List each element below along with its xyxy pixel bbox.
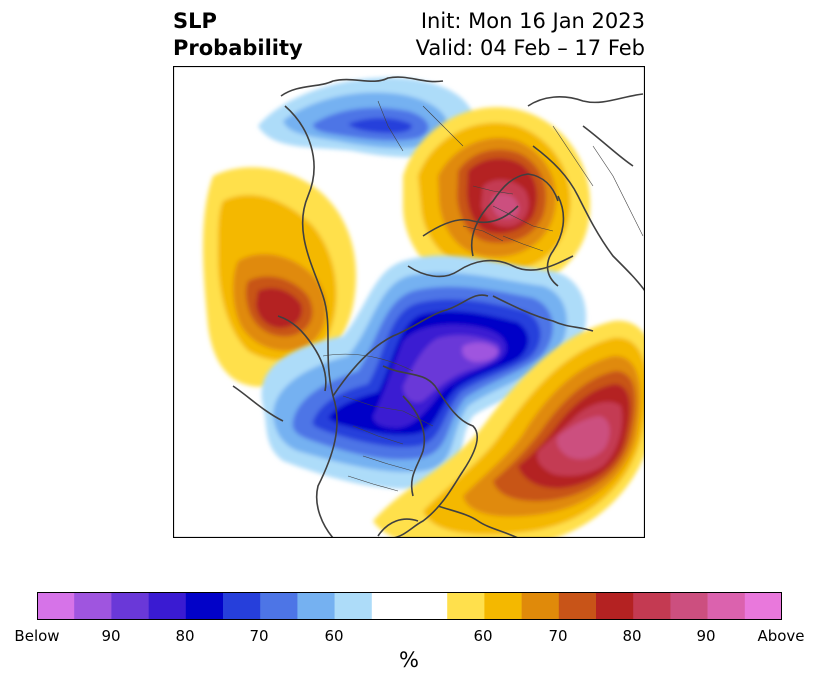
map-dates: Init: Mon 16 Jan 2023 Valid: 04 Feb – 17…: [416, 8, 645, 62]
map-frame: [173, 66, 645, 538]
colorbar-below-3: [111, 592, 149, 620]
siberia-below-region: [258, 77, 475, 158]
colorbar-above-4: [558, 592, 597, 620]
colorbar-tick-label: Below: [14, 627, 60, 645]
title-slp: SLP: [173, 9, 217, 33]
colorbar-tick-label: 90: [101, 627, 121, 645]
colorbar-above-8: [707, 592, 746, 620]
colorbar-above-3: [521, 592, 560, 620]
colorbar-below-7: [260, 592, 298, 620]
colorbar-below-4: [148, 592, 187, 620]
colorbar-above-5: [596, 592, 634, 620]
colorbar-frame: [37, 592, 782, 620]
colorbar-tick-label: 80: [622, 627, 642, 645]
colorbar-tick-label: Above: [757, 627, 805, 645]
colorbar-tick-label: 60: [324, 627, 344, 645]
colorbar-tick-label: 60: [473, 627, 493, 645]
colorbar-above-1: [447, 592, 485, 620]
north-atlantic-above-region: [373, 320, 645, 538]
colorbar-below-2: [74, 592, 112, 620]
probability-map: [173, 66, 645, 538]
init-date-label: Init: Mon 16 Jan 2023: [420, 9, 645, 33]
colorbar-tick-label: 70: [548, 627, 568, 645]
scandinavia-above-region: [403, 107, 591, 292]
title-probability: Probability: [173, 36, 303, 60]
colorbar-above-2: [484, 592, 522, 620]
coastlines: [232, 76, 645, 538]
colorbar-above-9: [744, 592, 782, 620]
colorbar-below-6: [223, 592, 261, 620]
colorbar-above-7: [670, 592, 708, 620]
colorbar-below-1: [37, 592, 75, 620]
map-title: SLP Probability: [173, 8, 303, 62]
colorbar-above-6: [633, 592, 671, 620]
canada-below-region: [261, 255, 587, 489]
colorbar-unit-label: %: [399, 648, 419, 672]
colorbar-below-8: [297, 592, 335, 620]
colorbar: [37, 592, 782, 620]
colorbar-below-9: [334, 592, 373, 620]
country-borders: [322, 100, 644, 492]
colorbar-tick-label: 80: [175, 627, 195, 645]
colorbar-neutral: [371, 592, 448, 620]
colorbar-tick-label: 90: [696, 627, 716, 645]
colorbar-tick-label: 70: [249, 627, 269, 645]
valid-date-label: Valid: 04 Feb – 17 Feb: [415, 36, 645, 60]
colorbar-below-5: [185, 592, 224, 620]
east-pacific-above-region: [203, 167, 357, 387]
